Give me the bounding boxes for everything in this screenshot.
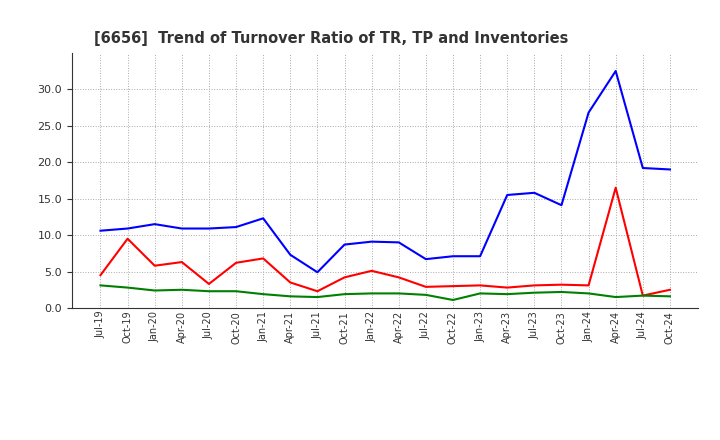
Trade Payables — [421, 257, 430, 262]
Trade Payables — [259, 216, 268, 221]
Trade Receivables — [178, 260, 186, 265]
Inventories — [259, 292, 268, 297]
Trade Receivables — [96, 272, 105, 278]
Line: Trade Payables: Trade Payables — [101, 71, 670, 272]
Line: Inventories: Inventories — [101, 286, 670, 300]
Trade Payables — [232, 224, 240, 230]
Trade Receivables — [204, 281, 213, 286]
Inventories — [395, 291, 403, 296]
Trade Payables — [611, 68, 620, 73]
Trade Payables — [341, 242, 349, 247]
Line: Trade Receivables: Trade Receivables — [101, 188, 670, 296]
Inventories — [557, 290, 566, 295]
Trade Receivables — [367, 268, 376, 273]
Inventories — [530, 290, 539, 295]
Inventories — [503, 292, 511, 297]
Trade Payables — [476, 253, 485, 259]
Inventories — [584, 291, 593, 296]
Inventories — [341, 292, 349, 297]
Trade Payables — [639, 165, 647, 171]
Trade Receivables — [395, 275, 403, 280]
Trade Receivables — [503, 285, 511, 290]
Trade Receivables — [476, 283, 485, 288]
Inventories — [421, 292, 430, 297]
Inventories — [232, 289, 240, 294]
Trade Payables — [395, 240, 403, 245]
Trade Payables — [96, 228, 105, 233]
Trade Payables — [367, 239, 376, 244]
Trade Receivables — [449, 283, 457, 289]
Trade Receivables — [557, 282, 566, 287]
Inventories — [123, 285, 132, 290]
Trade Payables — [530, 190, 539, 195]
Text: [6656]  Trend of Turnover Ratio of TR, TP and Inventories: [6656] Trend of Turnover Ratio of TR, TP… — [94, 31, 568, 46]
Trade Payables — [286, 252, 294, 257]
Trade Payables — [150, 221, 159, 227]
Inventories — [449, 297, 457, 303]
Inventories — [313, 294, 322, 300]
Trade Payables — [503, 192, 511, 198]
Trade Receivables — [341, 275, 349, 280]
Inventories — [204, 289, 213, 294]
Trade Receivables — [611, 185, 620, 191]
Trade Receivables — [123, 236, 132, 242]
Trade Receivables — [639, 293, 647, 298]
Trade Payables — [123, 226, 132, 231]
Trade Receivables — [665, 287, 674, 293]
Trade Receivables — [313, 289, 322, 294]
Trade Payables — [584, 110, 593, 115]
Trade Payables — [313, 270, 322, 275]
Trade Receivables — [421, 284, 430, 290]
Trade Payables — [449, 253, 457, 259]
Trade Receivables — [286, 280, 294, 285]
Trade Receivables — [150, 263, 159, 268]
Trade Receivables — [232, 260, 240, 265]
Trade Receivables — [530, 283, 539, 288]
Trade Payables — [665, 167, 674, 172]
Inventories — [286, 293, 294, 299]
Inventories — [96, 283, 105, 288]
Inventories — [150, 288, 159, 293]
Trade Payables — [204, 226, 213, 231]
Inventories — [665, 293, 674, 299]
Trade Receivables — [584, 283, 593, 288]
Trade Payables — [557, 202, 566, 208]
Inventories — [639, 293, 647, 298]
Inventories — [178, 287, 186, 293]
Trade Payables — [178, 226, 186, 231]
Inventories — [476, 291, 485, 296]
Trade Receivables — [259, 256, 268, 261]
Inventories — [611, 294, 620, 300]
Inventories — [367, 291, 376, 296]
